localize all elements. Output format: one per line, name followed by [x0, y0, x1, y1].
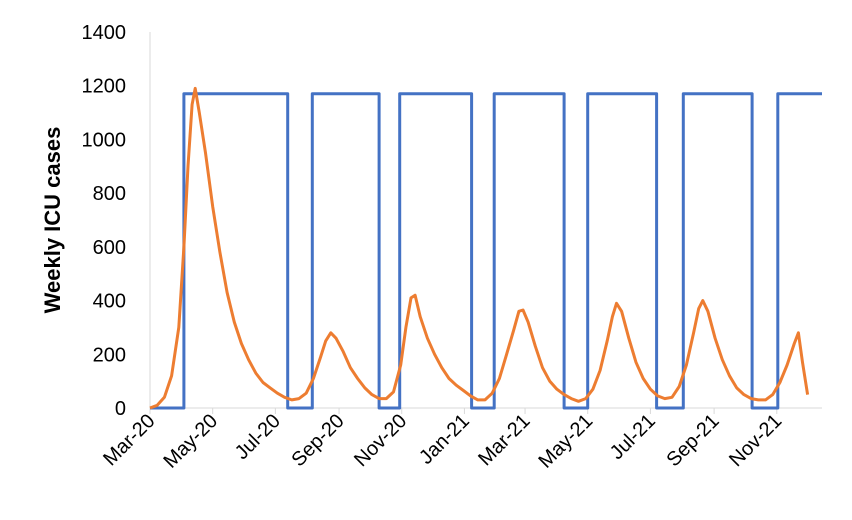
y-tick-label: 1200	[82, 76, 127, 98]
x-axis-ticks: Mar-20 May-20 Jul-20 Sep-20 Nov-20 Jan-21 Mar-…	[99, 408, 786, 473]
x-tick-label: Jul-21	[606, 410, 660, 464]
x-tick-label: Jan-21	[415, 410, 474, 469]
x-tick-label: Mar-21	[474, 410, 534, 470]
y-tick-label: 1400	[82, 22, 127, 44]
x-tick-label: Mar-20	[99, 410, 159, 470]
series-group	[149, 86, 822, 410]
x-tick-label: May-20	[159, 410, 222, 473]
y-axis-label: Weekly ICU cases	[40, 127, 65, 314]
x-tick-label: May-21	[535, 410, 598, 473]
x-tick-label: Nov-20	[350, 410, 411, 471]
series-line-orange	[149, 86, 810, 410]
x-tick-label: Nov-21	[725, 410, 786, 471]
y-tick-label: 200	[93, 344, 126, 366]
y-tick-label: 400	[93, 291, 126, 313]
y-tick-label: 600	[93, 237, 126, 259]
y-axis-ticks: 0 200 400 600 800 1000 1200 1400	[82, 22, 127, 420]
y-tick-label: 1000	[82, 129, 127, 151]
y-tick-label: 0	[115, 398, 126, 420]
series-line-blue	[150, 92, 822, 410]
x-tick-label: Sep-20	[287, 410, 348, 471]
x-tick-label: Sep-21	[662, 410, 723, 471]
y-tick-label: 800	[93, 183, 126, 205]
x-tick-label: Jul-20	[231, 410, 285, 464]
